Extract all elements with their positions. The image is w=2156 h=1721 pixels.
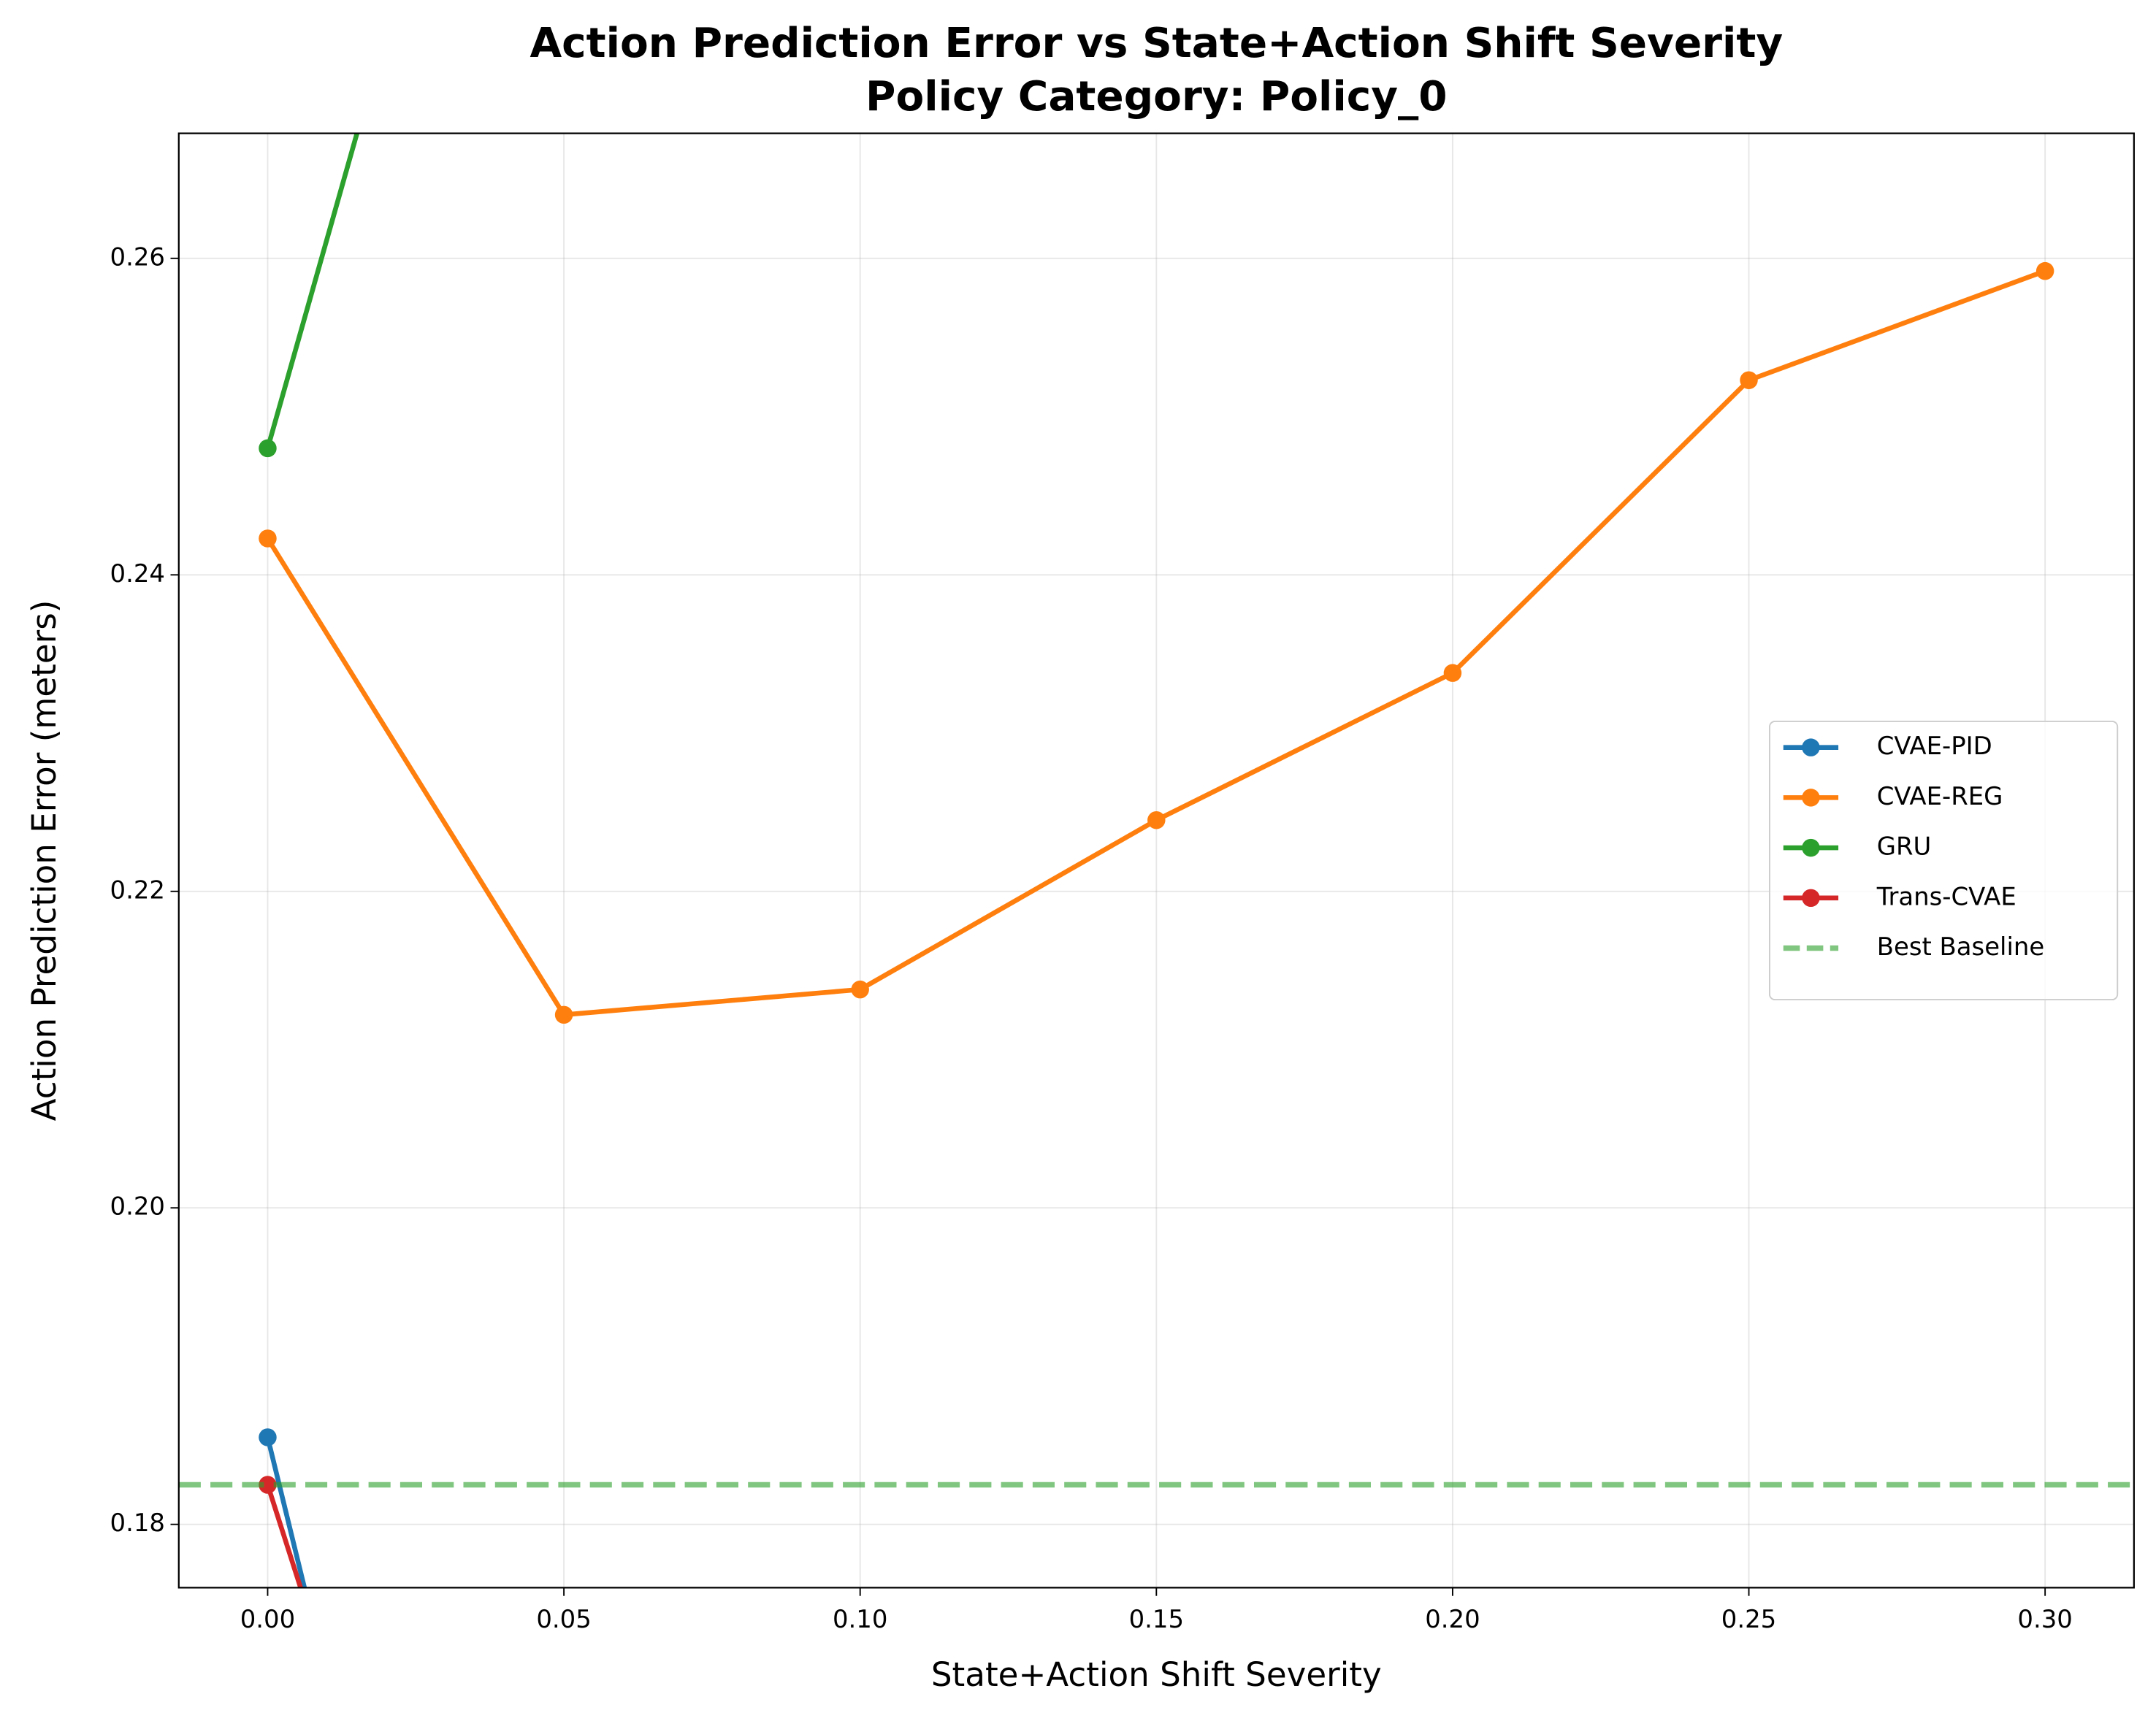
legend-marker <box>1802 738 1820 756</box>
y-axis-label: Action Prediction Error (meters) <box>25 600 64 1122</box>
data-point <box>259 1428 277 1446</box>
y-tick-label: 0.24 <box>110 559 165 588</box>
series-line <box>265 1436 307 1588</box>
legend-label: CVAE-PID <box>1877 732 1992 760</box>
plot-area <box>178 133 2134 1588</box>
data-point <box>554 1005 573 1024</box>
x-tick-label: 0.15 <box>1129 1605 1184 1633</box>
x-tick-label: 0.25 <box>1721 1605 1776 1633</box>
legend-label: Best Baseline <box>1877 932 2044 961</box>
x-tick-label: 0.10 <box>833 1605 887 1633</box>
data-point <box>851 980 869 999</box>
legend-marker <box>1802 838 1820 857</box>
legend-marker <box>1802 889 1820 908</box>
x-tick-label: 0.30 <box>2017 1605 2072 1633</box>
data-point <box>259 439 277 458</box>
data-point <box>259 1476 277 1494</box>
legend-marker <box>1802 789 1820 807</box>
legend-label: GRU <box>1877 832 1932 861</box>
y-tick-label: 0.22 <box>110 875 165 904</box>
data-point <box>1740 371 1758 389</box>
data-point <box>1443 664 1462 682</box>
data-point <box>259 529 277 548</box>
legend-label: Trans-CVAE <box>1876 882 2017 911</box>
x-tick-label: 0.05 <box>536 1605 591 1633</box>
x-tick-label: 0.00 <box>240 1605 295 1633</box>
y-tick-label: 0.18 <box>110 1509 165 1537</box>
x-tick-label: 0.20 <box>1425 1605 1480 1633</box>
data-point <box>1147 810 1166 829</box>
legend-box <box>1769 720 2119 1001</box>
x-axis-label: State+Action Shift Severity <box>931 1655 1382 1694</box>
series-line <box>265 1484 303 1588</box>
legend-label: CVAE-REG <box>1877 782 2003 810</box>
chart-title: Action Prediction Error vs State+Action … <box>530 20 1783 67</box>
series-line <box>265 133 360 449</box>
y-tick-label: 0.26 <box>110 242 165 271</box>
data-point <box>2035 261 2054 280</box>
plot-frame <box>177 132 2135 1589</box>
y-tick-label: 0.20 <box>110 1192 165 1221</box>
chart-subtitle: Policy Category: Policy_0 <box>865 73 1448 120</box>
